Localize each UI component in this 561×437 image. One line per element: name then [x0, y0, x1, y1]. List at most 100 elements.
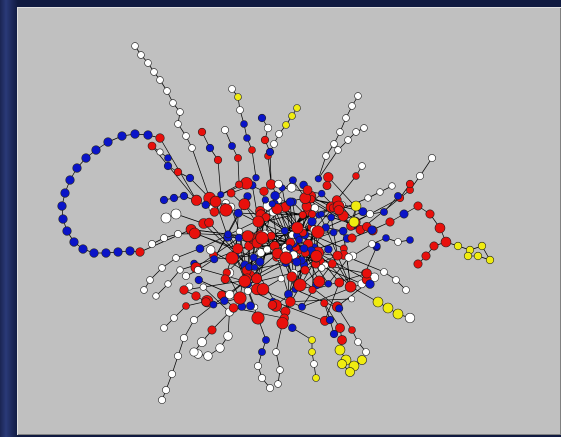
graph-node-white: [189, 347, 199, 357]
graph-node-white: [158, 396, 166, 404]
graph-node-yellow: [308, 348, 316, 356]
graph-node-yellow: [282, 121, 290, 129]
graph-node-white: [182, 132, 190, 140]
graph-node-white: [402, 286, 410, 294]
graph-node-red: [135, 247, 145, 257]
graph-node-blue: [324, 280, 333, 288]
graph-node-blue: [318, 210, 325, 218]
graph-node-red: [300, 265, 310, 275]
graph-node-red: [311, 225, 325, 239]
graph-node-white: [156, 148, 164, 156]
graph-node-blue: [89, 248, 99, 258]
graph-node-blue: [130, 129, 140, 139]
graph-edge: [193, 304, 214, 321]
graph-node-red: [348, 326, 356, 334]
graph-node-red: [334, 277, 345, 288]
graph-node-white: [428, 154, 436, 162]
graph-edge: [230, 206, 240, 232]
graph-node-red: [209, 195, 222, 208]
graph-node-blue: [298, 302, 306, 311]
graph-node-blue: [233, 208, 243, 218]
graph-node-blue: [257, 113, 267, 123]
graph-node-blue: [295, 236, 303, 244]
graph-node-blue: [58, 214, 68, 224]
graph-node-white: [318, 264, 326, 272]
graph-node-white: [223, 331, 233, 341]
graph-node-white: [366, 210, 374, 218]
graph-node-white: [358, 162, 366, 170]
graph-node-red: [323, 172, 334, 183]
graph-node-white: [364, 194, 372, 202]
graph-node-white: [148, 240, 156, 248]
graph-node-blue: [220, 296, 229, 305]
graph-node-white: [174, 230, 182, 238]
graph-node-red: [425, 209, 435, 219]
graph-node-red: [267, 231, 276, 241]
graph-node-white: [170, 314, 178, 322]
graph-node-blue: [252, 174, 260, 182]
graph-node-white: [274, 179, 283, 189]
graph-node-white: [156, 76, 164, 84]
graph-edge: [336, 175, 357, 201]
graph-node-yellow: [357, 355, 367, 365]
graph-node-blue: [382, 234, 390, 242]
graph-node-red: [337, 335, 347, 345]
graph-node-white: [164, 280, 172, 288]
graph-node-white: [376, 188, 384, 196]
graph-node-red: [248, 146, 256, 154]
graph-node-white: [354, 92, 362, 100]
graph-edge: [324, 282, 340, 321]
graph-node-white: [362, 348, 370, 356]
graph-node-red: [322, 181, 332, 190]
graph-node-white: [352, 128, 360, 136]
graph-edge: [217, 159, 222, 195]
graph-node-white: [203, 351, 213, 361]
graph-node-white: [190, 316, 198, 324]
graph-node-white: [322, 152, 330, 160]
graph-node-blue: [234, 233, 243, 242]
graph-node-red: [434, 222, 446, 234]
graph-node-red: [238, 198, 251, 211]
graph-node-red: [276, 317, 289, 330]
graph-node-blue: [81, 153, 91, 163]
graph-node-blue: [324, 245, 333, 254]
graph-node-white: [160, 234, 168, 242]
graph-node-yellow: [234, 93, 242, 101]
graph-node-white: [228, 85, 236, 93]
graph-node-white: [169, 99, 177, 107]
graph-node-white: [275, 130, 283, 138]
graph-edge: [328, 176, 357, 208]
graph-node-blue: [113, 247, 123, 257]
graph-node-white: [270, 140, 278, 148]
graph-node-blue: [285, 197, 295, 207]
graph-node-white: [266, 384, 274, 392]
graph-node-yellow: [348, 216, 360, 228]
graph-node-white: [199, 283, 207, 291]
graph-node-red: [313, 275, 326, 288]
graph-node-blue: [380, 208, 388, 216]
graph-node-white: [394, 238, 402, 246]
graph-edge: [348, 257, 385, 273]
graph-node-red: [147, 141, 157, 151]
graph-node-blue: [159, 195, 169, 205]
graph-node-red: [191, 194, 203, 206]
graph-node-yellow: [293, 104, 301, 112]
graph-node-white: [263, 245, 271, 254]
graph-node-blue: [394, 192, 402, 200]
graph-node-blue: [399, 209, 409, 219]
graph-node-blue: [288, 176, 297, 185]
graph-node-red: [173, 167, 183, 177]
graph-node-yellow: [485, 255, 495, 265]
graph-node-yellow: [350, 200, 362, 212]
graph-node-blue: [240, 120, 248, 128]
graph-node-yellow: [463, 251, 473, 261]
graph-node-yellow: [288, 112, 296, 120]
graph-node-yellow: [477, 241, 487, 251]
graph-node-red: [220, 274, 230, 284]
graph-node-white: [404, 312, 416, 324]
graph-node-red: [291, 221, 304, 234]
graph-node-red: [285, 296, 296, 307]
graph-node-white: [274, 380, 282, 388]
graph-node-white: [176, 266, 184, 274]
graph-node-red: [213, 155, 223, 165]
